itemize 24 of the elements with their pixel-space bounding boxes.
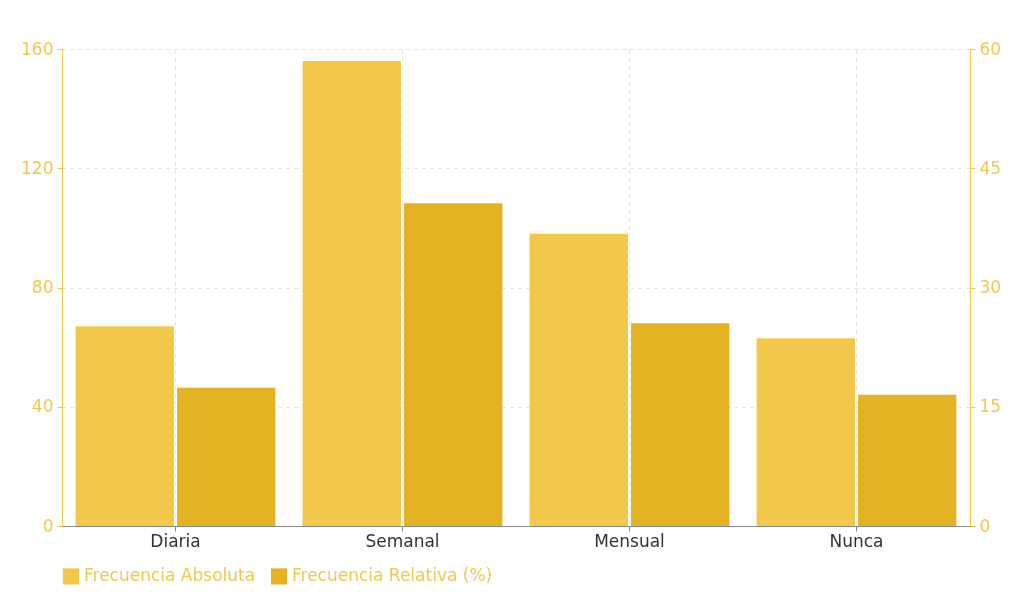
y2-tick-label: 60 <box>979 38 1002 59</box>
x-tick-label: Nunca <box>829 530 884 551</box>
y-tick-label: 120 <box>21 157 54 178</box>
y2-tick-label: 45 <box>979 157 1002 178</box>
bar <box>529 233 628 526</box>
bar <box>631 323 730 526</box>
legend-label: Frecuencia Absoluta <box>84 565 256 586</box>
bar <box>858 394 957 526</box>
y-tick-label: 160 <box>21 38 54 59</box>
bar <box>404 203 503 526</box>
bar <box>302 60 401 526</box>
bar <box>75 326 174 526</box>
x-tick-label: Semanal <box>365 530 440 551</box>
bar <box>756 338 855 526</box>
y-tick-label: 80 <box>31 277 54 297</box>
x-tick-label: Diaria <box>150 530 201 551</box>
bar <box>177 387 276 526</box>
x-tick-label: Mensual <box>594 530 665 551</box>
y2-tick-label: 0 <box>979 515 991 536</box>
legend-label: Frecuencia Relativa (%) <box>292 565 493 586</box>
y2-tick-label: 15 <box>979 396 1002 417</box>
y-tick-label: 0 <box>42 515 54 536</box>
y2-tick-label: 30 <box>979 277 1002 297</box>
y-tick-label: 40 <box>31 396 54 417</box>
